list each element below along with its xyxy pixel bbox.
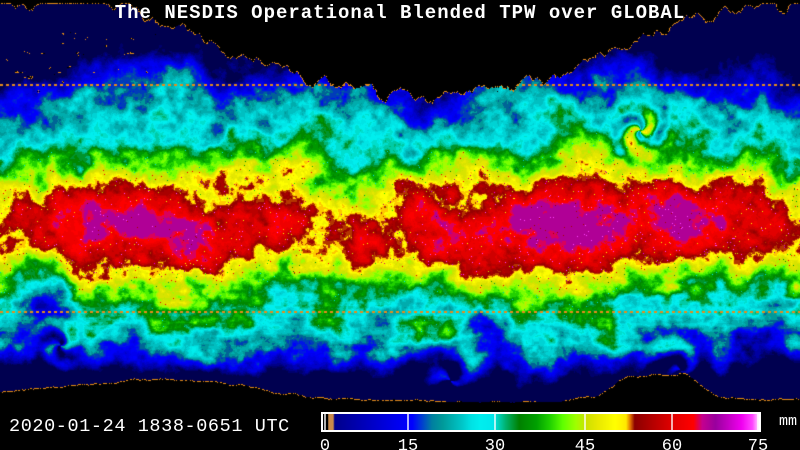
svg-text:75: 75 <box>748 437 768 450</box>
svg-text:0: 0 <box>320 437 330 450</box>
svg-text:30: 30 <box>485 437 505 450</box>
svg-text:mm: mm <box>779 413 797 430</box>
svg-text:15: 15 <box>398 437 418 450</box>
svg-text:60: 60 <box>662 437 682 450</box>
svg-text:45: 45 <box>575 437 595 450</box>
